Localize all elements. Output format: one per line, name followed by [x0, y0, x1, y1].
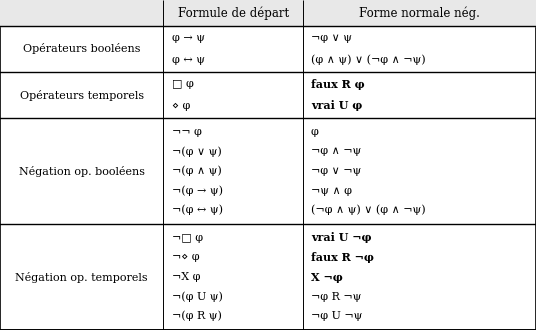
Text: ¬φ ∧ ¬ψ: ¬φ ∧ ¬ψ — [311, 147, 361, 156]
Text: ¬□ φ: ¬□ φ — [172, 233, 203, 243]
Text: φ → ψ: φ → ψ — [172, 33, 205, 44]
Text: ¬ψ ∧ φ: ¬ψ ∧ φ — [311, 185, 352, 195]
Text: ¬(φ ∨ ψ): ¬(φ ∨ ψ) — [172, 146, 221, 157]
Text: ¬⋄ φ: ¬⋄ φ — [172, 252, 199, 262]
Text: vrai U ¬φ: vrai U ¬φ — [311, 233, 371, 244]
Text: ¬(φ → ψ): ¬(φ → ψ) — [172, 185, 222, 196]
Text: ¬X φ: ¬X φ — [172, 272, 200, 282]
Text: X ¬φ: X ¬φ — [311, 272, 343, 282]
Text: Opérateurs temporels: Opérateurs temporels — [20, 89, 144, 101]
Text: ¬(φ U ψ): ¬(φ U ψ) — [172, 291, 222, 302]
Text: (¬φ ∧ ψ) ∨ (φ ∧ ¬ψ): (¬φ ∧ ψ) ∨ (φ ∧ ¬ψ) — [311, 205, 426, 215]
Text: φ: φ — [311, 127, 319, 137]
Text: Formule de départ: Formule de départ — [177, 6, 289, 20]
Text: ¬φ U ¬ψ: ¬φ U ¬ψ — [311, 311, 362, 321]
Text: (φ ∧ ψ) ∨ (¬φ ∧ ¬ψ): (φ ∧ ψ) ∨ (¬φ ∧ ¬ψ) — [311, 54, 426, 65]
Text: ¬(φ R ψ): ¬(φ R ψ) — [172, 311, 221, 321]
Text: ¬φ R ¬ψ: ¬φ R ¬ψ — [311, 291, 361, 302]
Text: φ ↔ ψ: φ ↔ ψ — [172, 54, 205, 65]
Text: ¬φ ∨ ¬ψ: ¬φ ∨ ¬ψ — [311, 166, 361, 176]
Text: Opérateurs booléens: Opérateurs booléens — [23, 44, 140, 54]
Text: ¬φ ∨ ψ: ¬φ ∨ ψ — [311, 33, 352, 44]
Text: ¬(φ ∧ ψ): ¬(φ ∧ ψ) — [172, 166, 221, 176]
Text: ¬(φ ↔ ψ): ¬(φ ↔ ψ) — [172, 205, 222, 215]
Text: faux R ¬φ: faux R ¬φ — [311, 252, 374, 263]
Text: Négation op. temporels: Négation op. temporels — [16, 272, 148, 282]
Text: vrai U φ: vrai U φ — [311, 100, 362, 111]
Text: □ φ: □ φ — [172, 80, 193, 89]
Text: ¬¬ φ: ¬¬ φ — [172, 127, 202, 137]
Text: ⋄ φ: ⋄ φ — [172, 101, 190, 111]
Text: Négation op. booléens: Négation op. booléens — [19, 166, 145, 177]
Text: Forme normale nég.: Forme normale nég. — [359, 6, 480, 20]
Text: faux R φ: faux R φ — [311, 79, 364, 90]
